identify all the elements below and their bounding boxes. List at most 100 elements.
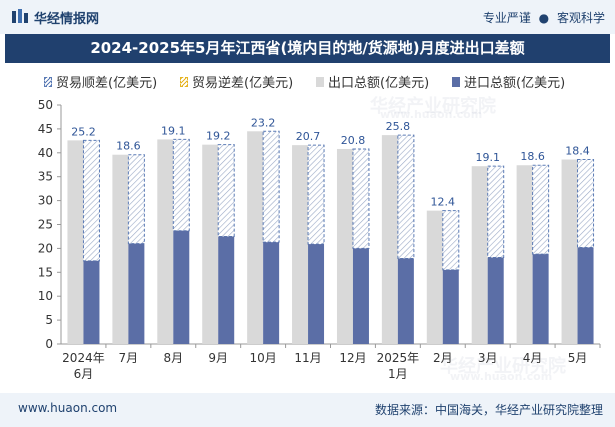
y-tick-label: 30 <box>38 194 53 208</box>
x-tick-label: 7月 <box>119 351 139 365</box>
surplus-data-label: 12.4 <box>431 196 456 209</box>
bar-surplus <box>487 165 505 258</box>
surplus-data-label: 19.1 <box>475 151 500 164</box>
watermark-top: 华经产业研究院 <box>370 96 496 117</box>
footer-bar: www.huaon.com 数据来源：中国海关，华经产业研究院整理 <box>0 393 615 427</box>
legend-label-surplus: 贸易顺差(亿美元) <box>56 76 158 91</box>
title-bar: 2024-2025年5月年江西省(境内目的地/货源地)月度进出口差额 <box>5 34 610 63</box>
bar-export <box>336 148 353 344</box>
bar-export <box>112 154 129 344</box>
legend-swatch-deficit <box>180 76 188 87</box>
y-tick-label: 20 <box>38 241 53 255</box>
legend-item-surplus: 贸易顺差(亿美元) <box>44 72 157 91</box>
x-tick-label: 10月 <box>249 351 276 365</box>
chart-title: 2024-2025年5月年江西省(境内目的地/货源地)月度进出口差额 <box>90 39 525 57</box>
watermark-bottom-url: www.huaon.com <box>450 370 553 383</box>
bar-surplus <box>82 139 100 262</box>
bar-import <box>218 236 235 344</box>
bar-surplus <box>262 130 280 243</box>
watermark-bottom: 华经产业研究院 <box>440 356 566 377</box>
header-bar: 华经情报网 专业严谨 ● 客观科学 <box>0 0 615 34</box>
bar-import <box>128 243 145 344</box>
x-tick-label: 6月 <box>74 367 94 381</box>
bar-surplus <box>352 148 370 249</box>
y-tick-label: 10 <box>38 289 53 303</box>
chart-legend: 贸易顺差(亿美元) 贸易逆差(亿美元) 出口总额(亿美元) 进口总额(亿美元) <box>0 72 615 92</box>
bar-import <box>263 242 280 344</box>
bar-import <box>532 254 549 344</box>
legend-label-export: 出口总额(亿美元) <box>328 76 430 91</box>
surplus-data-label: 25.2 <box>71 125 96 138</box>
bar-export <box>426 210 443 344</box>
surplus-data-label: 18.6 <box>116 140 141 153</box>
bar-surplus <box>442 210 460 271</box>
footer-url: www.huaon.com <box>18 401 118 415</box>
bar-import <box>308 244 325 344</box>
bar-import <box>487 257 504 344</box>
legend-swatch-export <box>316 76 324 87</box>
surplus-data-label: 23.2 <box>251 116 276 129</box>
bar-import <box>173 230 190 344</box>
bar-surplus <box>127 154 145 245</box>
x-tick-label: 8月 <box>163 351 183 365</box>
bar-surplus <box>397 134 415 259</box>
bar-import <box>577 247 594 344</box>
x-tick-label: 4月 <box>523 351 543 365</box>
bar-import <box>442 269 459 344</box>
bar-surplus <box>172 138 190 232</box>
bar-surplus <box>532 164 550 255</box>
y-tick-label: 50 <box>38 98 53 112</box>
x-tick-label: 2024年 <box>62 351 105 365</box>
bar-export <box>202 144 219 344</box>
bar-import <box>397 258 414 344</box>
logo-icon <box>12 9 28 23</box>
legend-item-import: 进口总额(亿美元) <box>452 72 565 91</box>
x-tick-label: 9月 <box>208 351 228 365</box>
y-tick-label: 15 <box>38 265 53 279</box>
chart-area: 0 5 10 15 20 25 30 35 40 45 50 25.2 2024年 6月 18.6 7月 19… <box>38 98 601 381</box>
tag-objective: 客观科学 <box>556 11 605 25</box>
bar-import <box>352 248 369 344</box>
watermark-top-url: www.huaon.com <box>380 108 483 121</box>
surplus-data-label: 25.8 <box>386 120 411 133</box>
legend-label-deficit: 贸易逆差(亿美元) <box>192 76 294 91</box>
bar-export <box>381 135 398 344</box>
surplus-data-label: 19.2 <box>206 130 231 143</box>
legend-swatch-surplus <box>44 76 52 87</box>
x-tick-label: 2月 <box>433 351 453 365</box>
surplus-data-label: 18.6 <box>520 150 545 163</box>
legend-swatch-import <box>452 76 460 87</box>
bar-export <box>157 139 174 344</box>
site-name: 华经情报网 <box>34 12 100 27</box>
bullet-icon: ● <box>538 11 550 25</box>
y-tick-label: 0 <box>45 337 53 351</box>
bar-surplus <box>577 158 595 248</box>
bar-export <box>247 131 264 344</box>
bar-export <box>67 140 84 344</box>
y-tick-label: 40 <box>38 146 53 160</box>
x-tick-label: 2025年 <box>377 351 420 365</box>
y-tick-label: 5 <box>45 313 53 327</box>
x-tick-label: 12月 <box>339 351 366 365</box>
y-tick-label: 35 <box>38 170 53 184</box>
footer-source: 数据来源：中国海关，华经产业研究院整理 <box>374 403 603 417</box>
surplus-data-label: 20.8 <box>341 134 366 147</box>
tag-professional: 专业严谨 <box>482 11 531 25</box>
y-tick-label: 25 <box>38 218 53 232</box>
x-tick-label: 1月 <box>388 367 408 381</box>
legend-item-export: 出口总额(亿美元) <box>316 72 429 91</box>
legend-item-deficit: 贸易逆差(亿美元) <box>180 72 293 91</box>
bar-surplus <box>307 144 325 245</box>
bar-export <box>292 145 309 344</box>
bar-export <box>516 165 533 344</box>
x-tick-label: 11月 <box>294 351 321 365</box>
header-tags: 专业严谨 ● 客观科学 <box>483 9 605 26</box>
legend-label-import: 进口总额(亿美元) <box>464 76 566 91</box>
surplus-data-label: 18.4 <box>565 144 590 157</box>
bar-export <box>471 166 488 344</box>
surplus-data-label: 20.7 <box>296 130 321 143</box>
bar-import <box>83 260 100 344</box>
x-tick-label: 5月 <box>568 351 588 365</box>
x-tick-label: 3月 <box>478 351 498 365</box>
surplus-data-label: 19.1 <box>161 124 186 137</box>
